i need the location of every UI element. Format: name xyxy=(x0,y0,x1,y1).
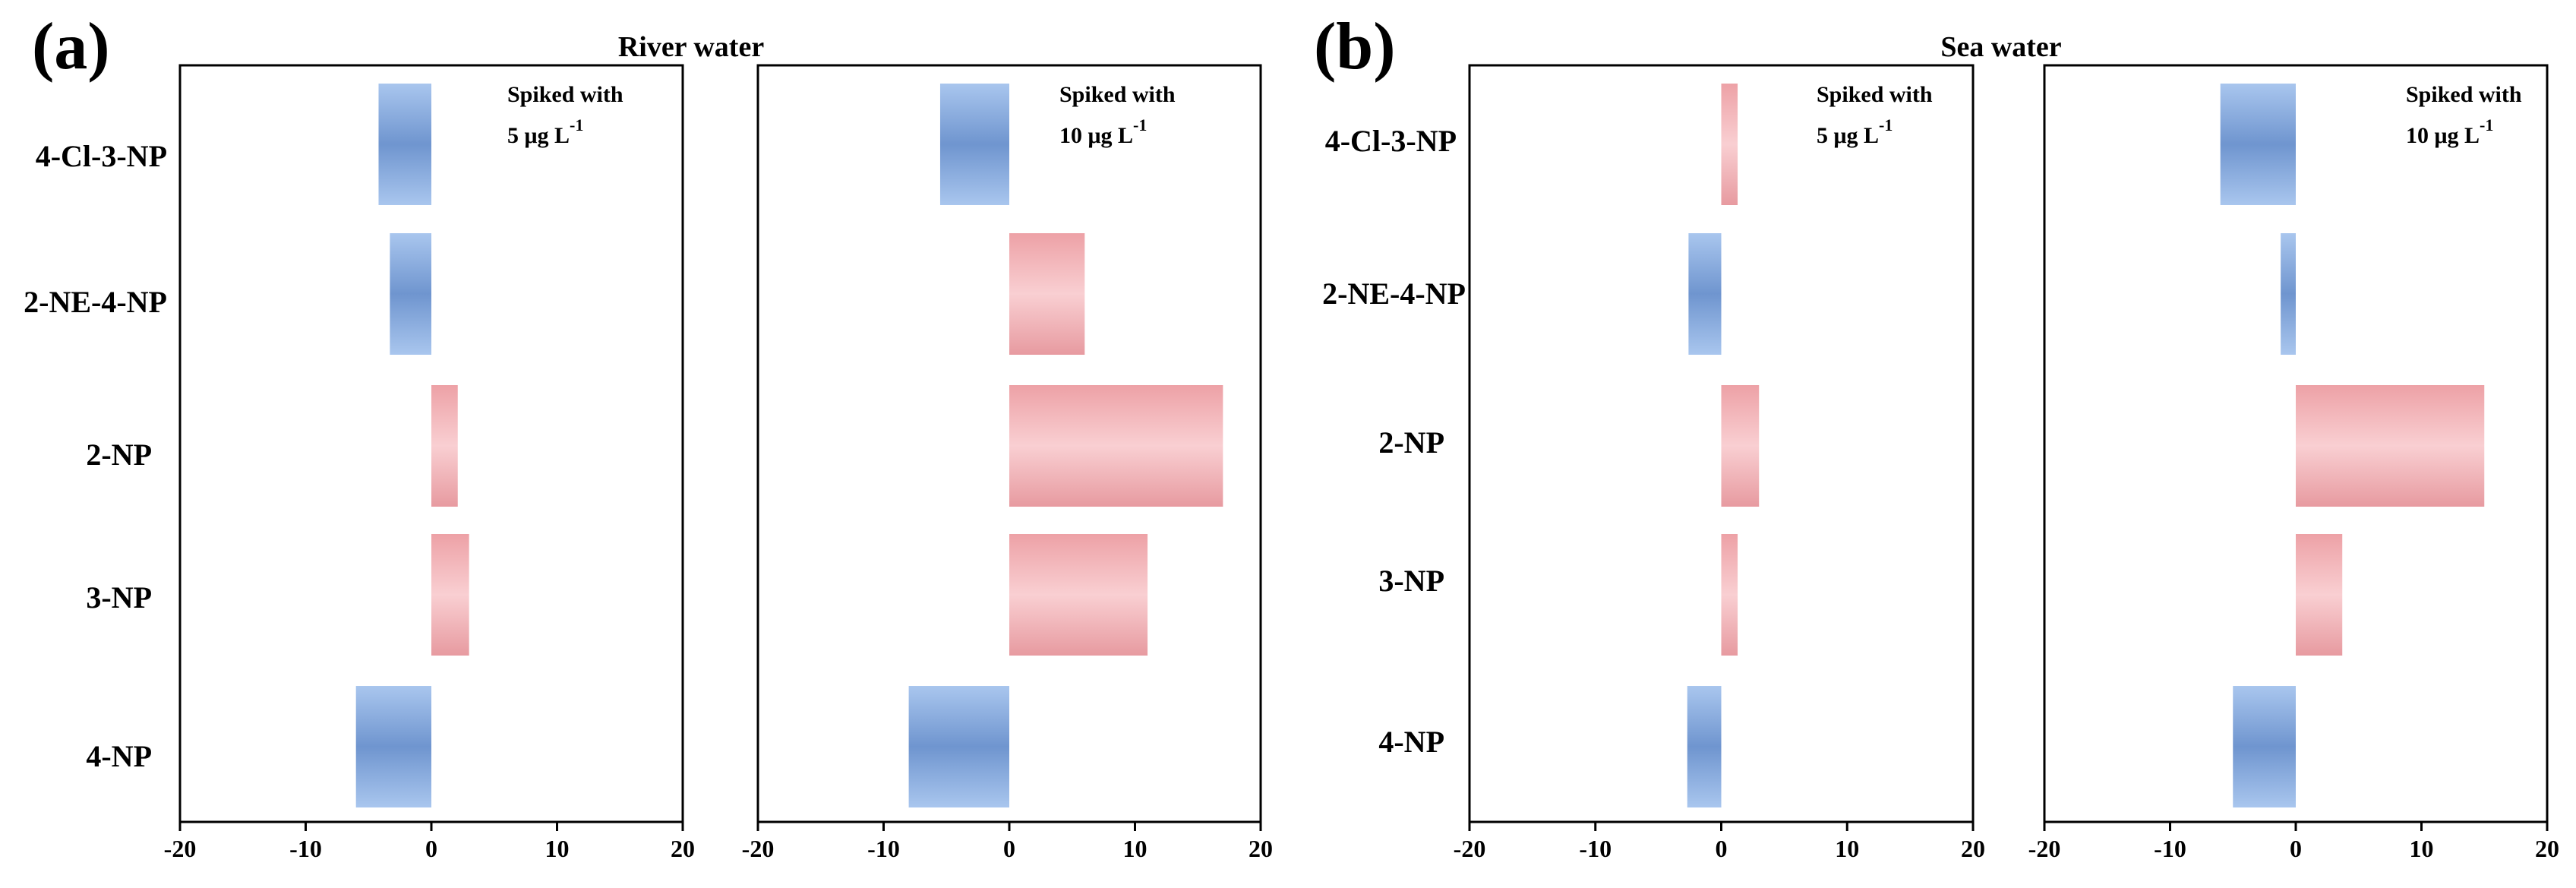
bar-2-np xyxy=(431,385,458,507)
x-tick-label: 10 xyxy=(1123,835,1148,862)
x-tick-label: 20 xyxy=(2535,835,2559,862)
category-labels-a: 4-Cl-3-NP 2-NE-4-NP 2-NP 3-NP 4-NP xyxy=(24,139,167,773)
annotation-unit-value: 5 μg L xyxy=(507,123,570,148)
annotation-exponent: -1 xyxy=(1879,115,1893,134)
category-label: 3-NP xyxy=(86,580,152,615)
annotation-unit: 5 μg L-1 xyxy=(507,115,583,148)
annotation-unit-value: 5 μg L xyxy=(1817,123,1879,148)
category-label: 4-NP xyxy=(86,739,152,773)
bar-4-np xyxy=(2233,686,2296,807)
group-title-river-water: River water xyxy=(618,31,765,63)
bar-2-np xyxy=(2296,385,2485,507)
chart-river-10: Spiked with 10 μg L-1 -20 -10 0 10 20 xyxy=(742,64,1273,862)
x-tick-label: 0 xyxy=(1003,835,1015,862)
category-label: 2-NE-4-NP xyxy=(24,285,167,319)
x-tick-label: 0 xyxy=(425,835,437,862)
x-tick-label: -20 xyxy=(1454,835,1486,862)
x-tick-label: 10 xyxy=(545,835,570,862)
annotation-unit-value: 10 μg L xyxy=(2406,123,2480,148)
bar-4-np xyxy=(355,686,431,807)
category-label: 2-NE-4-NP xyxy=(1322,277,1466,311)
annotation-exponent: -1 xyxy=(1133,115,1147,134)
x-tick-label: -20 xyxy=(2028,835,2061,862)
annotation-unit: 10 μg L-1 xyxy=(2406,115,2493,148)
bar-4-np xyxy=(1687,686,1722,807)
chart-sea-10: Spiked with 10 μg L-1 -20 -10 0 10 20 xyxy=(2028,64,2559,862)
x-tick-label: 20 xyxy=(1961,835,1985,862)
x-tick-label: -10 xyxy=(867,835,900,862)
bar-2-np xyxy=(1009,385,1223,507)
category-label: 4-NP xyxy=(1378,725,1444,759)
bar-3-np xyxy=(1009,534,1148,656)
bar-3-np xyxy=(431,534,469,656)
bar-3-np xyxy=(2296,534,2343,656)
chart-river-5: Spiked with 5 μg L-1 -20 -10 0 10 20 xyxy=(164,64,695,862)
group-title-sea-water: Sea water xyxy=(1940,31,2061,63)
bar-4-cl-3-np xyxy=(378,84,431,205)
x-tick-label: 20 xyxy=(671,835,695,862)
annotation-label: Spiked with xyxy=(507,82,623,107)
x-tick-label: -20 xyxy=(164,835,197,862)
category-labels-b: 4-Cl-3-NP 2-NE-4-NP 2-NP 3-NP 4-NP xyxy=(1322,124,1466,759)
x-tick-label: -10 xyxy=(2154,835,2186,862)
x-tick-label: -10 xyxy=(1579,835,1612,862)
x-tick-label: 0 xyxy=(2290,835,2302,862)
x-tick-label: 0 xyxy=(1716,835,1728,862)
bar-2-np xyxy=(1721,385,1760,507)
annotation-exponent: -1 xyxy=(570,115,583,134)
annotation-label: Spiked with xyxy=(1817,82,1933,107)
x-tick-label: -10 xyxy=(289,835,322,862)
category-label: 4-Cl-3-NP xyxy=(36,139,167,173)
chart-sea-5: Spiked with 5 μg L-1 -20 -10 0 10 20 xyxy=(1454,64,1985,862)
x-tick-label: -20 xyxy=(742,835,775,862)
annotation-label: Spiked with xyxy=(2406,82,2522,107)
x-tick-label: 20 xyxy=(1249,835,1273,862)
x-tick-label: 10 xyxy=(1835,835,1859,862)
bar-2-ne-4-np xyxy=(1009,233,1085,355)
annotation-exponent: -1 xyxy=(2480,115,2493,134)
x-tick-label: 10 xyxy=(2410,835,2434,862)
annotation-label: Spiked with xyxy=(1059,82,1176,107)
panel-label-a: (a) xyxy=(32,10,110,84)
bar-4-cl-3-np xyxy=(1721,84,1738,205)
bar-2-ne-4-np xyxy=(390,233,431,355)
bar-4-cl-3-np xyxy=(939,84,1009,205)
category-label: 3-NP xyxy=(1378,564,1444,598)
bar-3-np xyxy=(1721,534,1738,656)
bar-2-ne-4-np xyxy=(1688,233,1722,355)
bar-2-ne-4-np xyxy=(2281,233,2296,355)
category-label: 2-NP xyxy=(86,438,152,472)
bar-4-np xyxy=(908,686,1009,807)
annotation-unit-value: 10 μg L xyxy=(1059,123,1133,148)
annotation-unit: 10 μg L-1 xyxy=(1059,115,1147,148)
category-label: 2-NP xyxy=(1378,425,1444,460)
category-label: 4-Cl-3-NP xyxy=(1325,124,1457,158)
annotation-unit: 5 μg L-1 xyxy=(1817,115,1893,148)
panel-label-b: (b) xyxy=(1314,10,1396,84)
bar-4-cl-3-np xyxy=(2220,84,2296,205)
